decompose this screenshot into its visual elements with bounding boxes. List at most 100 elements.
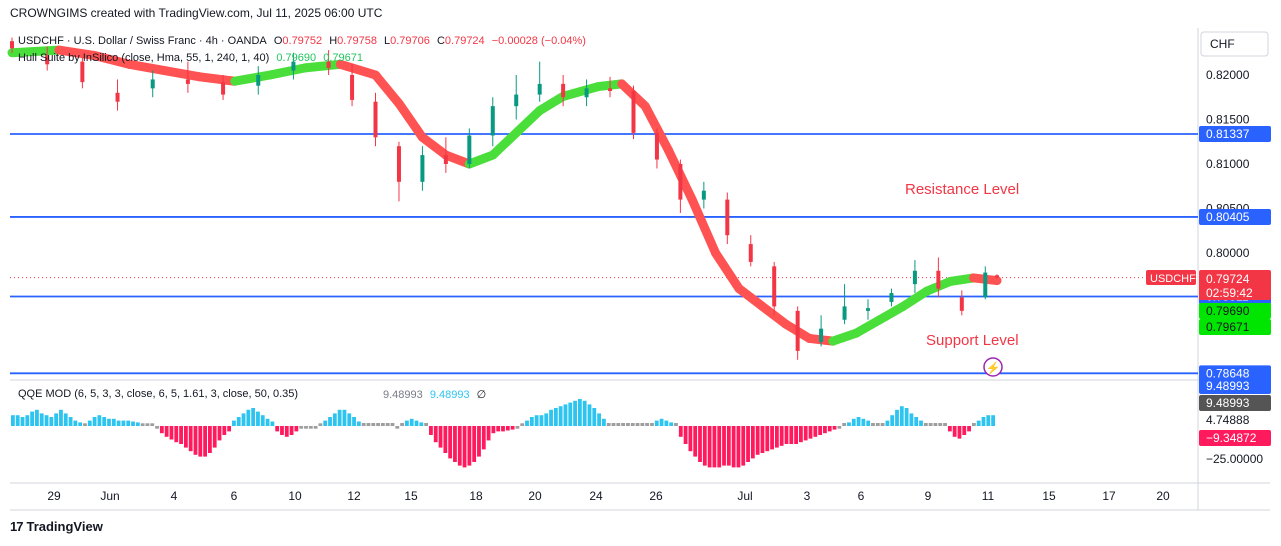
qqe-bar [352,417,356,426]
open-label: O [273,35,283,47]
hull-segment [230,70,275,86]
qqe-bar [904,408,909,426]
qqe-bar [232,420,236,426]
lightning-icon-ring [983,357,1003,377]
level-tag-3: 0.78648 [1206,366,1250,380]
qqe-bar [169,426,174,440]
qqe-bar [457,426,462,466]
price-axis: CHF0.820000.815000.810000.805000.800000.… [1146,31,1271,466]
resistance-annotation: Resistance Level [905,181,1019,198]
qqe-bar [991,415,995,426]
qqe-tag-3: −9.34872 [1206,431,1257,445]
hull-legend[interactable]: Hull Suite by InSilico (close, Hma, 55, … [18,52,367,64]
qqe-bar [645,423,650,426]
qqe-bar [957,426,962,439]
qqe-bar [962,426,967,435]
qqe-bar [986,415,991,426]
qqe-bar [539,415,544,426]
hull-value-1: 0.79690 [276,52,317,64]
qqe-bar [462,426,467,468]
qqe-bar [155,426,159,429]
candle-body [772,266,777,307]
qqe-bar [967,426,971,432]
qqe-bar [126,420,131,426]
hull-segment [195,72,240,86]
qqe-bar [664,420,669,426]
qqe-bar [438,426,443,448]
qqe-bar [794,426,798,444]
qqe-bar [275,426,280,432]
qqe-tag-1-bg [1199,378,1271,394]
qqe-bar [678,426,683,437]
qqe-bar [342,409,347,426]
qqe-bar [736,426,741,468]
qqe-histogram [11,399,995,468]
qqe-bar [222,426,227,435]
candle-body [185,79,190,84]
qqe-bar [59,409,63,426]
qqe-bar [87,420,92,426]
qqe-bar [284,426,289,437]
time-tick: 15 [404,489,418,503]
time-tick: 12 [347,489,361,503]
hull-segment [558,82,603,101]
high-value: 0.79758 [337,35,377,47]
qqe-bar [164,426,169,437]
symbol-legend[interactable]: USDCHF · U.S. Dollar / Swiss Franc · 4h … [18,35,590,47]
hull-segment [124,59,169,76]
qqe-bar [909,413,914,426]
qqe-value-3: ∅ [476,389,487,401]
qqe-bar [419,422,424,426]
qqe-bar [573,400,577,426]
candle-body [350,75,355,100]
time-tick: 24 [589,489,603,503]
qqe-bar [616,423,621,426]
candle-body [654,132,659,160]
qqe-bar [755,426,760,455]
last-price-value: 0.79724 [1206,272,1250,286]
hull-segment [89,50,134,69]
qqe-bar [871,423,875,426]
candle-body [396,146,401,182]
tradingview-logo[interactable]: 17 TradingView [10,519,103,534]
hull-segment [300,59,345,73]
qqe-bar [947,426,952,432]
qqe-bar [491,426,496,434]
qqe-bar [78,422,83,426]
hull-segment [54,45,99,60]
qqe-bar [832,426,837,430]
hull-segment [511,106,545,138]
qqe-legend[interactable]: QQE MOD (6, 5, 3, 3, close, 6, 5, 1.61, … [18,388,302,400]
qqe-bar [241,413,246,426]
qqe-bar [741,426,746,466]
qqe-bar [433,426,438,443]
time-tick: 29 [47,489,61,503]
qqe-bar [923,423,928,426]
qqe-bar [789,426,794,444]
time-tick: 20 [1156,489,1170,503]
qqe-bar [63,413,68,426]
qqe-bar [429,426,433,435]
qqe-bar [246,409,251,426]
time-tick: 20 [528,489,542,503]
qqe-bar [837,426,842,429]
qqe-bar [280,426,284,435]
candle-body [80,61,85,83]
qqe-bar [568,402,573,426]
hull-label: Hull Suite by InSilico (close, Hma, 55, … [18,52,270,64]
qqe-bar [602,418,606,426]
candle-body [443,155,448,164]
qqe-bar [856,417,861,426]
qqe-bar [25,415,30,426]
qqe-bar [592,408,597,426]
hull-value-2: 0.79671 [323,52,363,64]
qqe-bar [414,420,419,426]
qqe-bar [808,426,813,439]
qqe-bar [174,426,179,443]
qqe-bar [188,426,193,452]
qqe-bar [827,426,832,432]
qqe-bar [131,421,135,426]
qqe-bar [395,426,400,429]
candle-body [467,135,472,164]
